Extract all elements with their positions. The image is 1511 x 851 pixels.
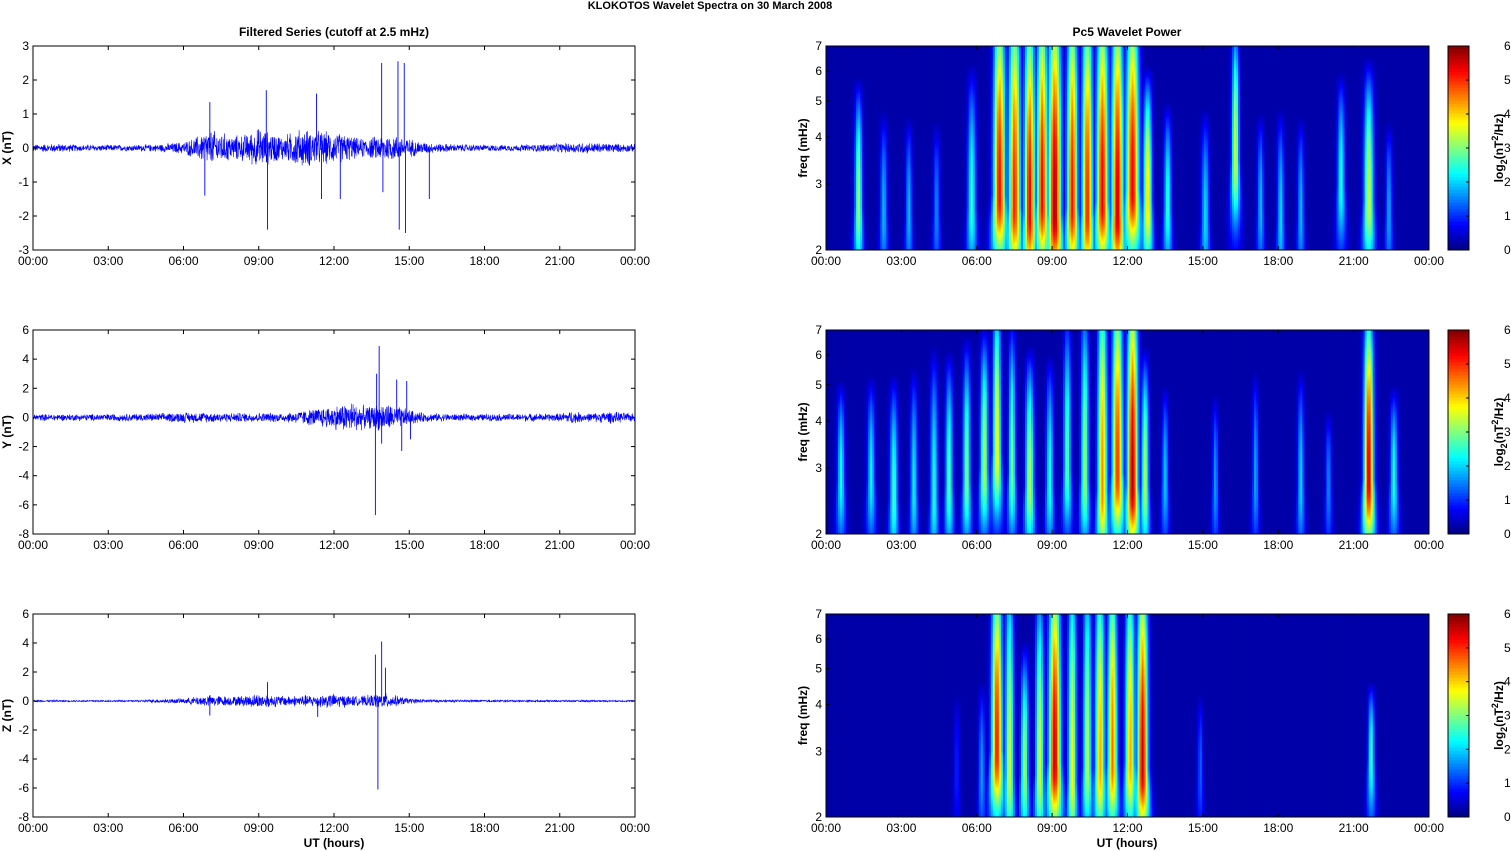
ytick-label: 1: [22, 107, 29, 121]
ytick-label: 2: [22, 665, 29, 679]
timeseries-xtick-label: 09:00: [244, 254, 274, 268]
right-xlabel: UT (hours): [1097, 836, 1158, 850]
timeseries-xtick-label: 00:00: [18, 821, 48, 835]
timeseries-xtick-label: 09:00: [244, 538, 274, 552]
left-column-title: Filtered Series (cutoff at 2.5 mHz): [239, 25, 429, 39]
ytick-label: -2: [18, 723, 29, 737]
ytick-label: 6: [22, 607, 29, 621]
timeseries-xtick-label: 03:00: [93, 254, 123, 268]
timeseries-xtick-label: 06:00: [168, 254, 198, 268]
timeseries-ylabel: X (nT): [0, 131, 14, 165]
ytick-label: 6: [22, 323, 29, 337]
timeseries-xtick-label: 00:00: [18, 538, 48, 552]
ytick-label: 2: [22, 381, 29, 395]
timeseries-xtick-label: 12:00: [319, 821, 349, 835]
ytick-label: -4: [18, 469, 29, 483]
ytick-label: -6: [18, 781, 29, 795]
timeseries-xtick-label: 15:00: [394, 821, 424, 835]
timeseries-ylabel: Z (nT): [0, 699, 14, 732]
timeseries-xtick-label: 21:00: [545, 538, 575, 552]
timeseries-xtick-label: 03:00: [93, 538, 123, 552]
ytick-label: 0: [22, 141, 29, 155]
ytick-label: 4: [22, 636, 29, 650]
ytick-label: 0: [22, 410, 29, 424]
ytick-label: 4: [22, 352, 29, 366]
timeseries-xtick-label: 03:00: [93, 821, 123, 835]
ytick-label: -1: [18, 175, 29, 189]
timeseries-xtick-label: 00:00: [620, 821, 650, 835]
timeseries-xtick-label: 15:00: [394, 254, 424, 268]
timeseries-xtick-label: 00:00: [620, 254, 650, 268]
timeseries-xtick-label: 18:00: [469, 254, 499, 268]
ytick-label: -6: [18, 498, 29, 512]
timeseries-xtick-label: 21:00: [545, 821, 575, 835]
timeseries-ylabel: Y (nT): [0, 415, 14, 449]
figure-title: KLOKOTOS Wavelet Spectra on 30 March 200…: [588, 0, 833, 12]
wavelet-heatmap: [826, 46, 1429, 250]
ytick-label: 0: [22, 694, 29, 708]
timeseries-xtick-label: 18:00: [469, 538, 499, 552]
timeseries-xtick-label: 12:00: [319, 254, 349, 268]
timeseries-xtick-label: 12:00: [319, 538, 349, 552]
timeseries-xtick-label: 09:00: [244, 821, 274, 835]
timeseries-xtick-label: 15:00: [394, 538, 424, 552]
timeseries-xtick-label: 21:00: [545, 254, 575, 268]
ytick-label: -4: [18, 752, 29, 766]
ytick-label: 3: [22, 39, 29, 53]
timeseries-xtick-label: 00:00: [18, 254, 48, 268]
ytick-label: -2: [18, 209, 29, 223]
timeseries-xtick-label: 00:00: [620, 538, 650, 552]
timeseries-xtick-label: 18:00: [469, 821, 499, 835]
left-xlabel: UT (hours): [304, 836, 365, 850]
ytick-label: 2: [22, 73, 29, 87]
timeseries-xtick-label: 06:00: [168, 538, 198, 552]
ytick-label: -2: [18, 440, 29, 454]
timeseries-xtick-label: 06:00: [168, 821, 198, 835]
plot-area: [33, 330, 635, 534]
right-column-title: Pc5 Wavelet Power: [1073, 25, 1182, 39]
plot-area: [33, 614, 635, 817]
